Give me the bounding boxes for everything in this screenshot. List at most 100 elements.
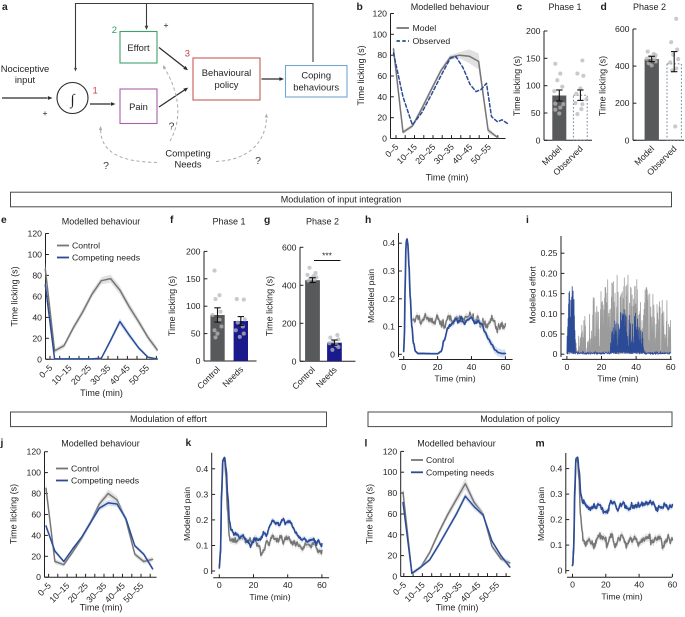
svg-text:60: 60 [668,580,678,590]
svg-text:40: 40 [634,580,644,590]
svg-text:20: 20 [597,362,607,372]
svg-text:Nociceptive: Nociceptive [1,63,49,74]
svg-text:80: 80 [377,50,387,60]
svg-text:0.4: 0.4 [196,464,208,474]
svg-text:80: 80 [31,489,41,499]
svg-text:j: j [0,438,4,449]
svg-text:100: 100 [186,301,201,311]
svg-text:0.1: 0.1 [196,541,208,551]
svg-text:policy: policy [215,79,239,90]
svg-text:80: 80 [32,270,42,280]
svg-text:Needs: Needs [174,159,201,170]
svg-text:0.2: 0.2 [196,515,208,525]
svg-text:20: 20 [377,113,387,123]
svg-text:40: 40 [377,92,387,102]
svg-text:0: 0 [392,572,397,582]
svg-text:e: e [1,215,7,226]
svg-text:600: 600 [615,24,630,34]
svg-text:***: *** [322,251,332,261]
svg-text:Model: Model [413,23,437,33]
svg-text:150: 150 [186,274,201,284]
svg-text:m: m [536,439,545,450]
svg-text:20: 20 [32,333,42,343]
svg-text:l: l [365,439,368,450]
svg-text:0: 0 [557,566,562,576]
svg-text:0: 0 [564,362,569,372]
svg-text:Phase 1: Phase 1 [548,2,581,12]
svg-text:Modelled pain: Modelled pain [182,487,192,541]
svg-text:40: 40 [31,530,41,540]
svg-text:0: 0 [401,362,406,372]
svg-text:d: d [601,2,607,13]
svg-text:100: 100 [373,29,388,39]
svg-text:60: 60 [501,362,511,372]
svg-text:200: 200 [526,26,541,36]
svg-text:g: g [264,215,270,226]
svg-text:400: 400 [615,61,630,71]
svg-text:40: 40 [388,530,398,540]
svg-text:Time (min): Time (min) [426,173,469,183]
svg-text:Phase 2: Phase 2 [633,2,666,12]
svg-text:?: ? [255,155,261,167]
svg-text:input: input [15,74,36,85]
svg-text:Modulation of input integratio: Modulation of input integration [281,194,402,204]
svg-text:60: 60 [317,580,327,590]
svg-text:150: 150 [526,53,541,63]
svg-text:600: 600 [282,242,297,252]
svg-text:Observed: Observed [413,36,451,46]
svg-text:Modelled behaviour: Modelled behaviour [417,439,496,449]
svg-text:50: 50 [531,108,541,118]
svg-text:0: 0 [292,356,297,366]
svg-text:2: 2 [112,24,117,35]
svg-text:100: 100 [27,468,42,478]
svg-text:i: i [526,215,529,226]
svg-text:Time licking (s): Time licking (s) [356,45,366,105]
svg-text:Effort: Effort [127,42,150,53]
svg-text:Competing needs: Competing needs [72,253,141,263]
svg-text:Pain: Pain [129,101,148,112]
svg-text:Modelled behaviour: Modelled behaviour [61,439,140,449]
svg-text:0: 0 [36,572,41,582]
svg-text:Time licking (s): Time licking (s) [512,56,522,116]
svg-text:200: 200 [615,98,630,108]
svg-text:60: 60 [377,71,387,81]
svg-text:0.15: 0.15 [541,289,558,299]
svg-text:0: 0 [570,580,575,590]
svg-text:Coping: Coping [301,70,331,81]
svg-text:0.25: 0.25 [541,248,558,258]
svg-text:Modulation of policy: Modulation of policy [480,414,560,424]
svg-text:f: f [170,215,174,226]
svg-text:0.10: 0.10 [541,309,558,319]
svg-text:0: 0 [625,135,630,145]
svg-text:+: + [164,20,169,30]
svg-text:20: 20 [388,551,398,561]
svg-text:400: 400 [282,280,297,290]
svg-text:Modelled effort: Modelled effort [528,266,538,324]
svg-text:0.4: 0.4 [550,464,562,474]
svg-text:40: 40 [631,362,641,372]
svg-text:40: 40 [467,362,477,372]
svg-text:?: ? [169,121,175,133]
svg-text:0.20: 0.20 [541,268,558,278]
svg-text:Competing: Competing [165,148,210,159]
svg-text:+: + [43,108,48,118]
svg-text:120: 120 [27,447,42,457]
svg-text:0.05: 0.05 [541,329,558,339]
svg-text:Modelled pain: Modelled pain [536,487,546,541]
svg-text:Time licking (s): Time licking (s) [365,484,375,544]
svg-text:120: 120 [383,446,398,456]
svg-text:120: 120 [373,9,388,19]
svg-text:Modelled pain: Modelled pain [366,269,376,323]
svg-text:Time licking (s): Time licking (s) [265,276,275,336]
svg-text:Modelled behaviour: Modelled behaviour [411,2,490,12]
svg-text:50: 50 [191,329,201,339]
svg-text:100: 100 [383,467,398,477]
svg-text:20: 20 [249,580,259,590]
svg-text:Phase 1: Phase 1 [212,217,245,227]
svg-text:0.3: 0.3 [196,489,208,499]
svg-text:Behavioural: Behavioural [202,67,252,78]
svg-text:c: c [517,2,523,13]
svg-text:3: 3 [185,48,190,59]
svg-text:0.3: 0.3 [383,266,395,276]
svg-text:60: 60 [31,510,41,520]
